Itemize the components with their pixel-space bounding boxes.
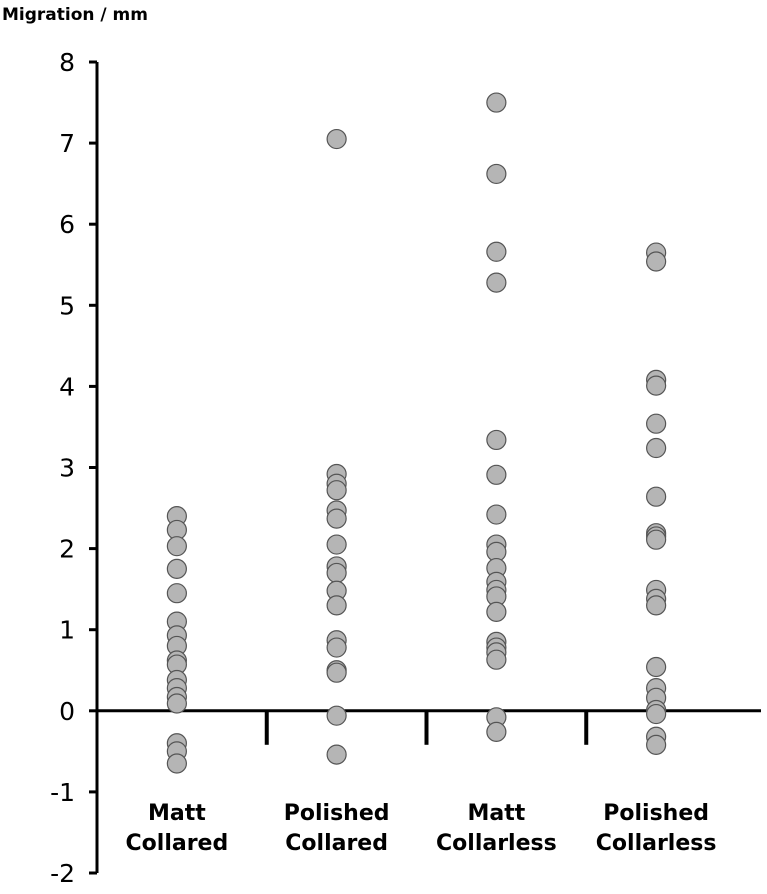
point (326, 128, 347, 150)
point (486, 721, 507, 742)
point (486, 92, 507, 113)
point (646, 486, 667, 507)
point (646, 734, 667, 755)
point (326, 595, 347, 616)
y-tick-label: 7 (59, 129, 75, 158)
y-tick-label: -2 (50, 859, 75, 888)
y-tick-label: 6 (59, 210, 75, 239)
point (646, 703, 667, 725)
point (326, 480, 347, 501)
y-tick-label: 8 (59, 48, 75, 77)
y-tick-label: -1 (50, 778, 75, 807)
point (486, 601, 507, 622)
y-tick-label: 2 (59, 535, 75, 564)
y-tick-label: 1 (59, 616, 75, 645)
point (326, 662, 347, 683)
point (646, 529, 667, 550)
point (646, 413, 667, 434)
point (486, 649, 507, 670)
point (646, 656, 667, 678)
point (486, 272, 507, 293)
point (326, 705, 347, 726)
point (486, 464, 507, 485)
x-tick-label: Polished Collared (284, 801, 390, 856)
point (326, 562, 347, 584)
y-tick-label: 0 (59, 697, 75, 726)
x-tick-label: Polished Collarless (596, 801, 717, 856)
point (166, 693, 187, 714)
point (646, 375, 667, 396)
y-tick-label: 4 (59, 372, 75, 401)
point (646, 595, 667, 616)
point (166, 753, 187, 774)
point (326, 744, 347, 765)
point (646, 437, 667, 459)
point (486, 241, 507, 262)
point (326, 534, 347, 555)
point (646, 251, 667, 272)
point (166, 583, 187, 604)
point (486, 429, 507, 451)
point (326, 637, 347, 658)
point (326, 508, 347, 529)
y-tick-label: 5 (59, 291, 75, 320)
point (166, 536, 187, 557)
x-tick-label: Matt Collared (126, 801, 229, 856)
point (486, 163, 507, 185)
x-tick-label: Matt Collarless (436, 801, 557, 856)
point (166, 558, 187, 579)
y-axis-label: Migration / mm (2, 5, 148, 25)
y-tick-label: 3 (59, 454, 75, 483)
point (486, 504, 507, 525)
